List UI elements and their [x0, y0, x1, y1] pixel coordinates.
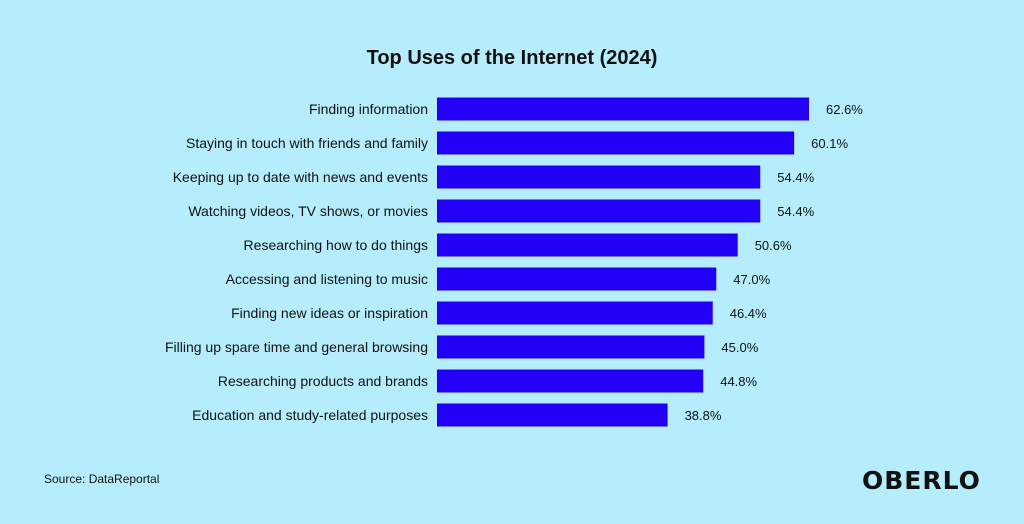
category-label: Researching products and brands [218, 373, 428, 389]
category-label: Staying in touch with friends and family [186, 135, 428, 151]
bar [437, 267, 717, 291]
value-label: 54.4% [777, 204, 814, 219]
value-label: 50.6% [755, 238, 792, 253]
chart-title: Top Uses of the Internet (2024) [366, 47, 658, 69]
value-label: 60.1% [811, 136, 848, 151]
source-note: Source: DataReportal [44, 472, 160, 486]
value-label: 62.6% [826, 102, 863, 117]
category-label: Education and study-related purposes [192, 407, 428, 423]
bar [437, 233, 738, 257]
category-label: Watching videos, TV shows, or movies [188, 203, 428, 219]
value-label: 47.0% [733, 272, 770, 287]
value-label: 44.8% [720, 374, 757, 389]
value-label: 45.0% [721, 340, 758, 355]
value-label: 38.8% [685, 408, 722, 423]
category-label: Researching how to do things [244, 237, 428, 253]
category-label: Finding new ideas or inspiration [231, 305, 428, 321]
bar [437, 301, 713, 325]
bar [437, 131, 795, 155]
bar [437, 97, 809, 121]
category-label: Accessing and listening to music [226, 271, 428, 287]
category-label: Finding information [309, 101, 428, 117]
bar [437, 403, 668, 427]
category-label: Keeping up to date with news and events [173, 169, 428, 185]
bar [437, 369, 704, 393]
bar [437, 335, 705, 359]
bar [437, 199, 761, 223]
value-label: 46.4% [730, 306, 767, 321]
bar [437, 165, 761, 189]
value-label: 54.4% [777, 170, 814, 185]
category-label: Filling up spare time and general browsi… [165, 339, 428, 355]
oberlo-logo: OBERLO [862, 466, 981, 495]
